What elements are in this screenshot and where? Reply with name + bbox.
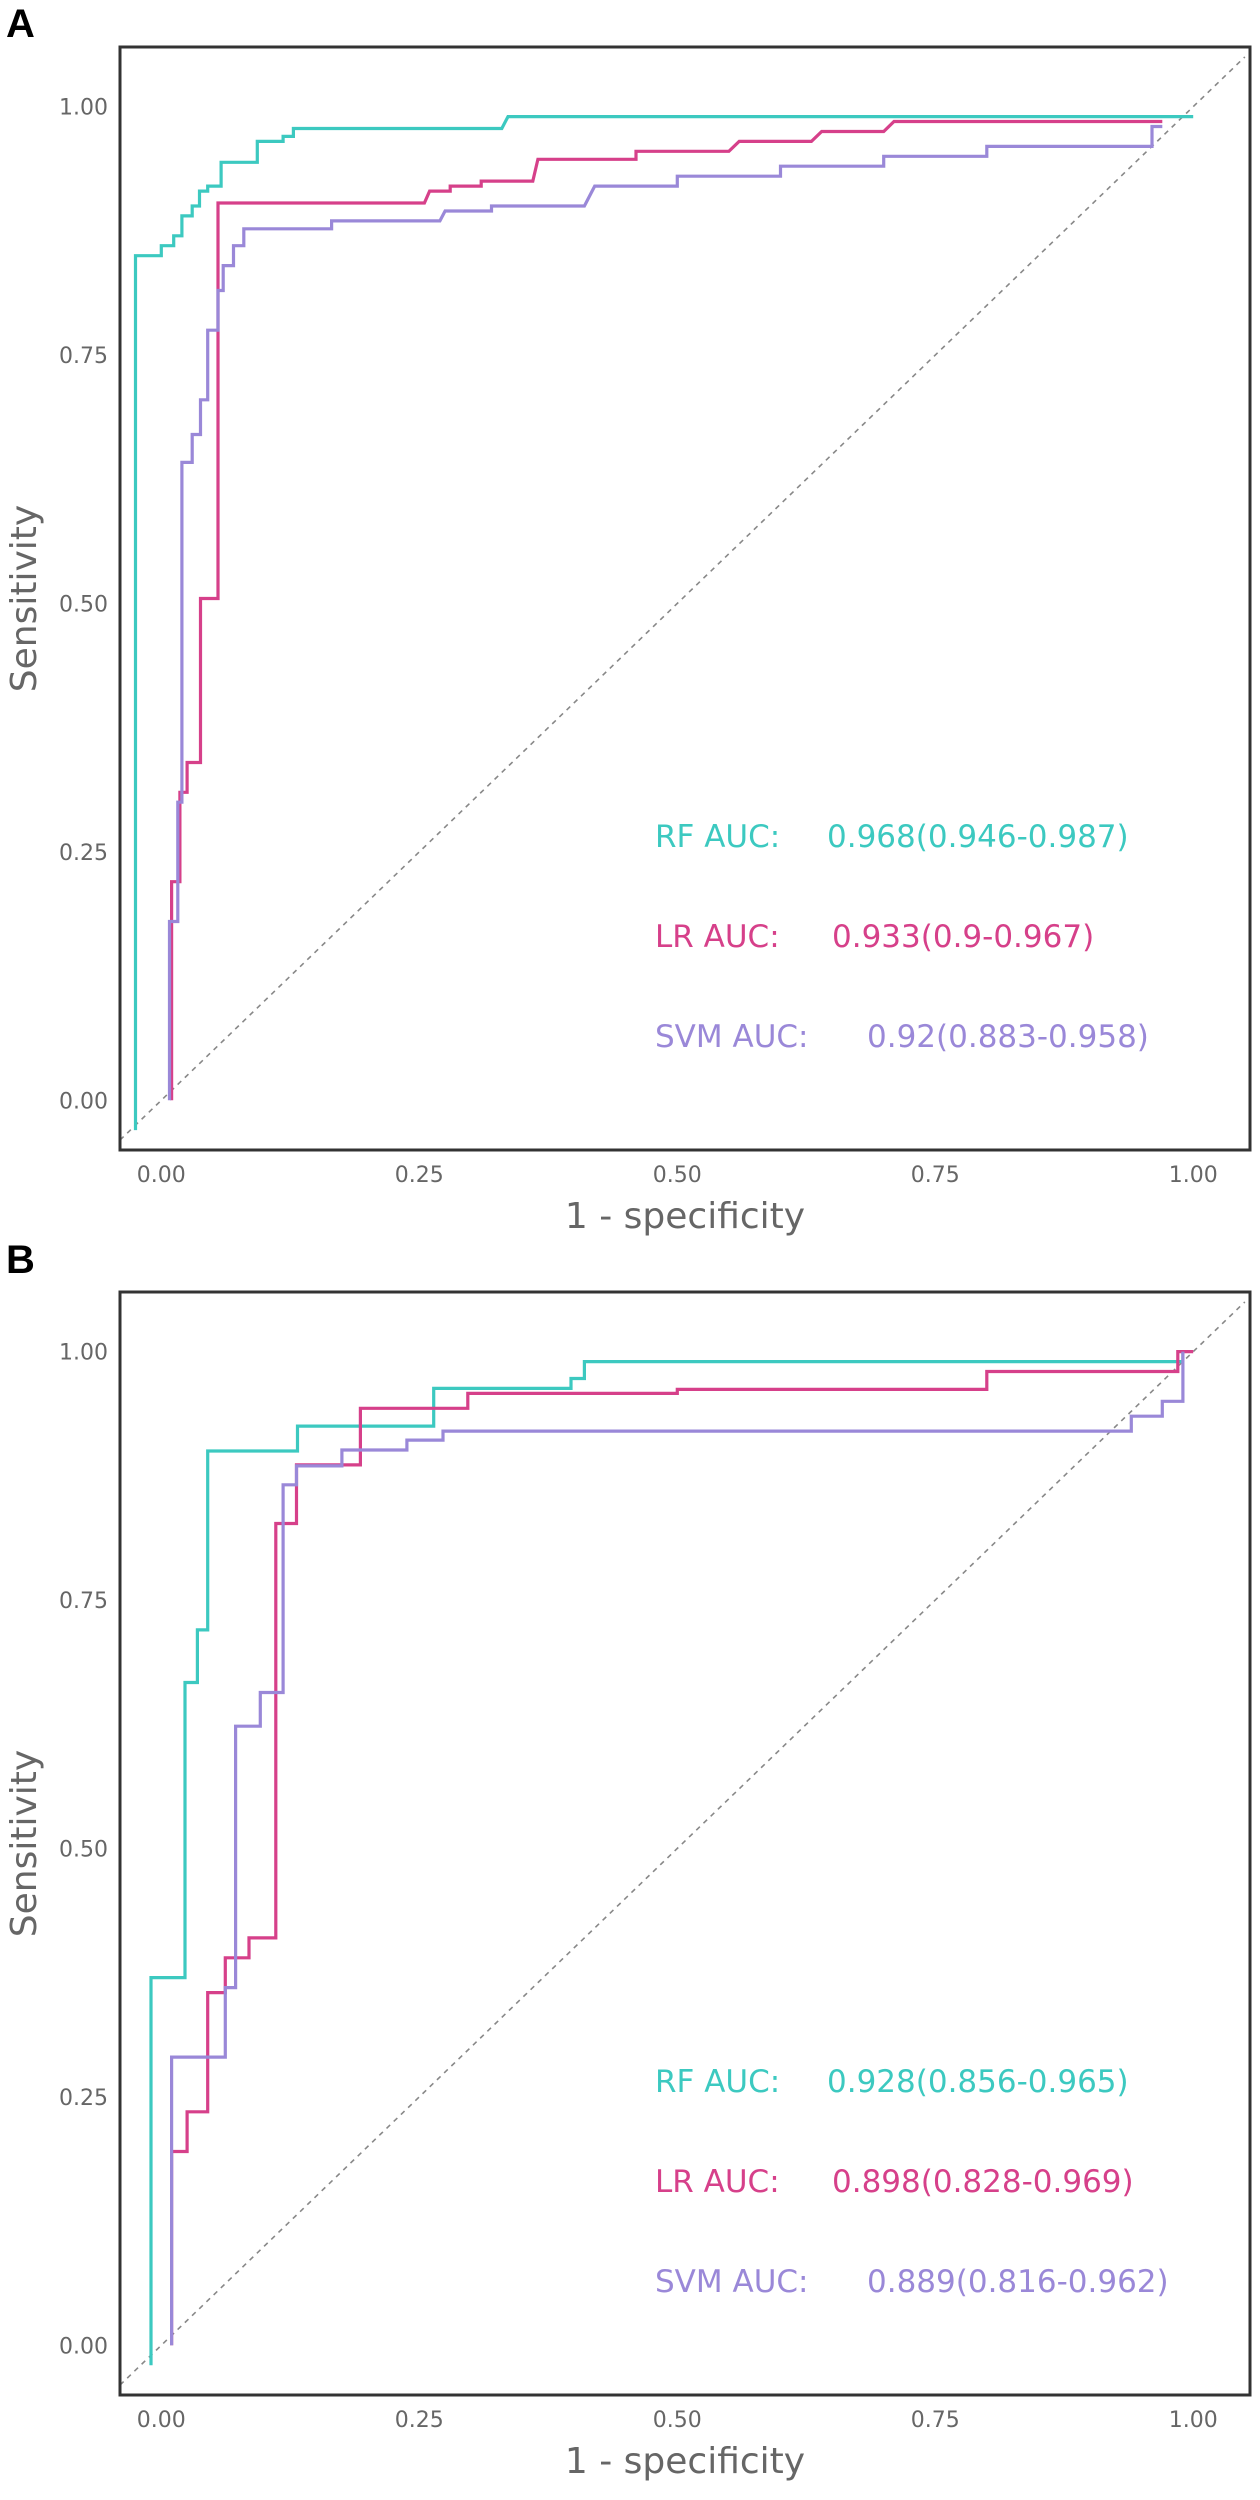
x-tick-label: 0.00 bbox=[137, 1163, 186, 1188]
roc-curve-rf bbox=[133, 115, 1194, 1131]
x-axis-label: 1 - specificity bbox=[565, 2441, 805, 2482]
y-tick-label: 0.75 bbox=[59, 344, 108, 369]
x-axis-label: 1 - specificity bbox=[565, 1196, 805, 1237]
y-tick-label: 0.50 bbox=[59, 1837, 108, 1862]
legend-auc-rf: 0.928(0.856-0.965) bbox=[827, 2064, 1129, 2100]
legend-label-rf: RF AUC: bbox=[655, 2064, 780, 2100]
roc-curve-lr bbox=[170, 119, 1163, 1101]
y-tick-label: 0.50 bbox=[59, 592, 108, 617]
legend-auc-lr: 0.933(0.9-0.967) bbox=[832, 919, 1094, 955]
x-tick-label: 1.00 bbox=[1169, 1163, 1218, 1188]
roc-chart-b: 0.00 0.25 0.50 0.75 1.00 0.00 0.25 0.50 0.75 1.00… bbox=[4, 1290, 1252, 2482]
legend-label-rf: RF AUC: bbox=[655, 819, 780, 855]
roc-curve-rf bbox=[149, 1351, 1185, 2366]
y-tick-label: 1.00 bbox=[59, 1341, 108, 1366]
plot-frame bbox=[118, 45, 1252, 1152]
legend-label-lr: LR AUC: bbox=[655, 919, 780, 955]
x-tick-label: 0.50 bbox=[653, 1163, 702, 1188]
y-tick-label: 0.75 bbox=[59, 1589, 108, 1614]
legend-auc-rf: 0.968(0.946-0.987) bbox=[827, 819, 1129, 855]
legend-auc-svm: 0.92(0.883-0.958) bbox=[867, 1019, 1149, 1055]
x-tick-label: 0.75 bbox=[911, 2408, 960, 2433]
panel-label-a: A bbox=[6, 2, 35, 46]
x-tick-label: 0.25 bbox=[395, 2408, 444, 2433]
roc-chart-a: 0.00 0.25 0.50 0.75 1.00 0.00 0.25 0.50 0.75 1.00… bbox=[4, 45, 1252, 1237]
panel-label-b: B bbox=[6, 1238, 35, 1282]
x-tick-label: 0.25 bbox=[395, 1163, 444, 1188]
legend-label-svm: SVM AUC: bbox=[655, 1019, 808, 1055]
legend-label-lr: LR AUC: bbox=[655, 2164, 780, 2200]
x-tick-label: 1.00 bbox=[1169, 2408, 1218, 2433]
diagonal-reference-line bbox=[119, 1301, 1246, 2386]
y-tick-label: 0.25 bbox=[59, 2086, 108, 2111]
y-axis-label: Sensitivity bbox=[4, 1750, 45, 1937]
legend-auc-svm: 0.889(0.816-0.962) bbox=[867, 2264, 1169, 2300]
roc-curve-svm bbox=[167, 124, 1163, 1101]
roc-curve-lr bbox=[170, 1350, 1194, 2346]
y-tick-label: 1.00 bbox=[59, 96, 108, 121]
x-tick-label: 0.50 bbox=[653, 2408, 702, 2433]
y-axis-label: Sensitivity bbox=[4, 505, 45, 692]
roc-curve-svm bbox=[170, 1351, 1185, 2346]
y-tick-label: 0.25 bbox=[59, 841, 108, 866]
x-tick-label: 0.75 bbox=[911, 1163, 960, 1188]
legend-label-svm: SVM AUC: bbox=[655, 2264, 808, 2300]
plot-frame bbox=[118, 1290, 1252, 2397]
legend-auc-lr: 0.898(0.828-0.969) bbox=[832, 2164, 1134, 2200]
y-tick-label: 0.00 bbox=[59, 1089, 108, 1114]
diagonal-reference-line bbox=[119, 56, 1246, 1141]
x-tick-label: 0.00 bbox=[137, 2408, 186, 2433]
y-tick-label: 0.00 bbox=[59, 2334, 108, 2359]
